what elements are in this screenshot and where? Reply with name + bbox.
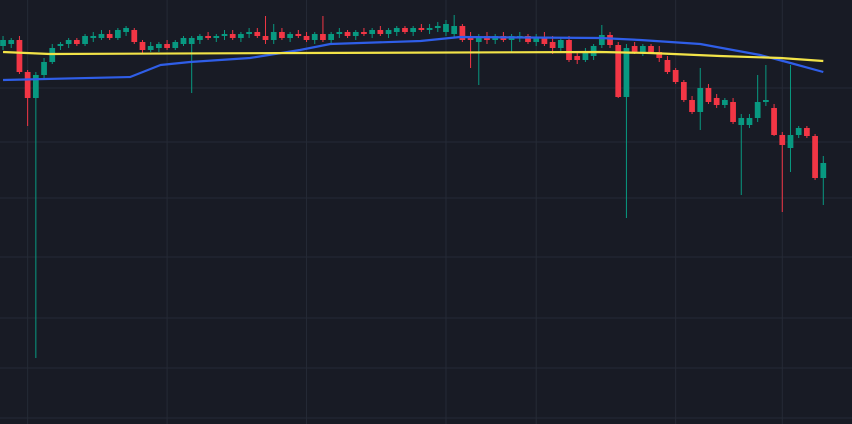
candle-body (730, 102, 736, 122)
candle-body (156, 44, 162, 48)
candle-body (377, 30, 384, 34)
candle-body (639, 46, 646, 52)
candle-body (754, 102, 761, 118)
candle-body (623, 48, 630, 97)
candle-body (795, 128, 802, 135)
candle-body (451, 26, 458, 34)
candle-body (574, 56, 581, 60)
candle-body (197, 36, 203, 40)
candle-body (598, 35, 605, 45)
candle-body (418, 28, 425, 30)
candle-body (139, 42, 146, 50)
candle-body (41, 62, 47, 75)
candle-body (98, 34, 105, 38)
candle-body (254, 32, 261, 36)
candle-body (221, 34, 228, 36)
candle-body (270, 32, 277, 40)
candle-body (188, 38, 195, 44)
candle-body (352, 32, 359, 36)
candle-body (689, 100, 695, 112)
candle-body (615, 45, 622, 97)
candle-body (172, 42, 179, 48)
candle-body (344, 32, 351, 36)
candle-body (65, 40, 72, 44)
candle-body (541, 38, 548, 44)
candle-body (16, 40, 23, 72)
candle-body (164, 44, 170, 48)
candle-body (804, 128, 810, 136)
candle-body (369, 30, 376, 34)
candle-body (533, 38, 540, 42)
candle-body (664, 60, 671, 72)
candle-body (763, 100, 769, 102)
candle-body (697, 88, 704, 112)
candle-body (402, 28, 408, 32)
candle-body (213, 36, 220, 38)
candle-body (131, 30, 138, 42)
candle-body (32, 75, 39, 98)
candle-body (205, 36, 211, 38)
candle-body (812, 136, 818, 178)
candle-body (434, 26, 441, 28)
candle-body (607, 35, 613, 45)
candle-body (24, 72, 31, 98)
candle-body (295, 34, 302, 36)
candle-body (114, 30, 121, 38)
candle-body (787, 135, 794, 148)
candle-body (8, 40, 15, 44)
moving-average-line (2, 50, 824, 63)
candle-body (106, 34, 113, 38)
candle-body (738, 118, 745, 125)
candle-body (746, 118, 753, 125)
candle-body (279, 32, 285, 38)
candle-body (721, 100, 728, 105)
candle-body (361, 32, 367, 34)
candle-body (672, 70, 679, 82)
candle-body (229, 34, 236, 38)
candle-body (566, 40, 572, 60)
candle-body (147, 46, 154, 50)
candle-body (705, 88, 712, 102)
candle-body (238, 34, 244, 38)
candle-body (82, 36, 88, 44)
candle-body (656, 52, 663, 58)
candle-body (311, 34, 318, 40)
candle-body (336, 32, 343, 34)
candle-body (631, 46, 638, 52)
candle-body (262, 36, 269, 40)
candle-body (287, 34, 293, 38)
candle-body (459, 26, 466, 40)
candle-body (680, 82, 687, 100)
candle-body (820, 163, 827, 178)
candle-body (410, 28, 417, 32)
candle-body (73, 40, 80, 44)
candle-body (90, 36, 97, 38)
candle-body (648, 46, 654, 52)
candle-body (385, 30, 392, 34)
candle-body (771, 108, 777, 135)
candle-body (246, 32, 252, 34)
candle-body (180, 38, 187, 44)
candle-body (475, 38, 482, 42)
candle-body (525, 36, 531, 42)
candle-body (393, 28, 400, 32)
candle-body (303, 36, 310, 40)
candle-body (123, 28, 129, 32)
candle-body (443, 24, 449, 32)
moving-average-line (3, 35, 824, 82)
candle-body (426, 28, 433, 30)
candle-body (328, 34, 335, 40)
candle-body (713, 98, 720, 105)
candle-body (57, 44, 64, 46)
candle-body (0, 40, 6, 46)
candle-body (779, 135, 786, 145)
candle-body (320, 34, 326, 40)
candle-body (557, 40, 564, 48)
candle-body (582, 52, 589, 60)
candle-body (549, 42, 556, 48)
